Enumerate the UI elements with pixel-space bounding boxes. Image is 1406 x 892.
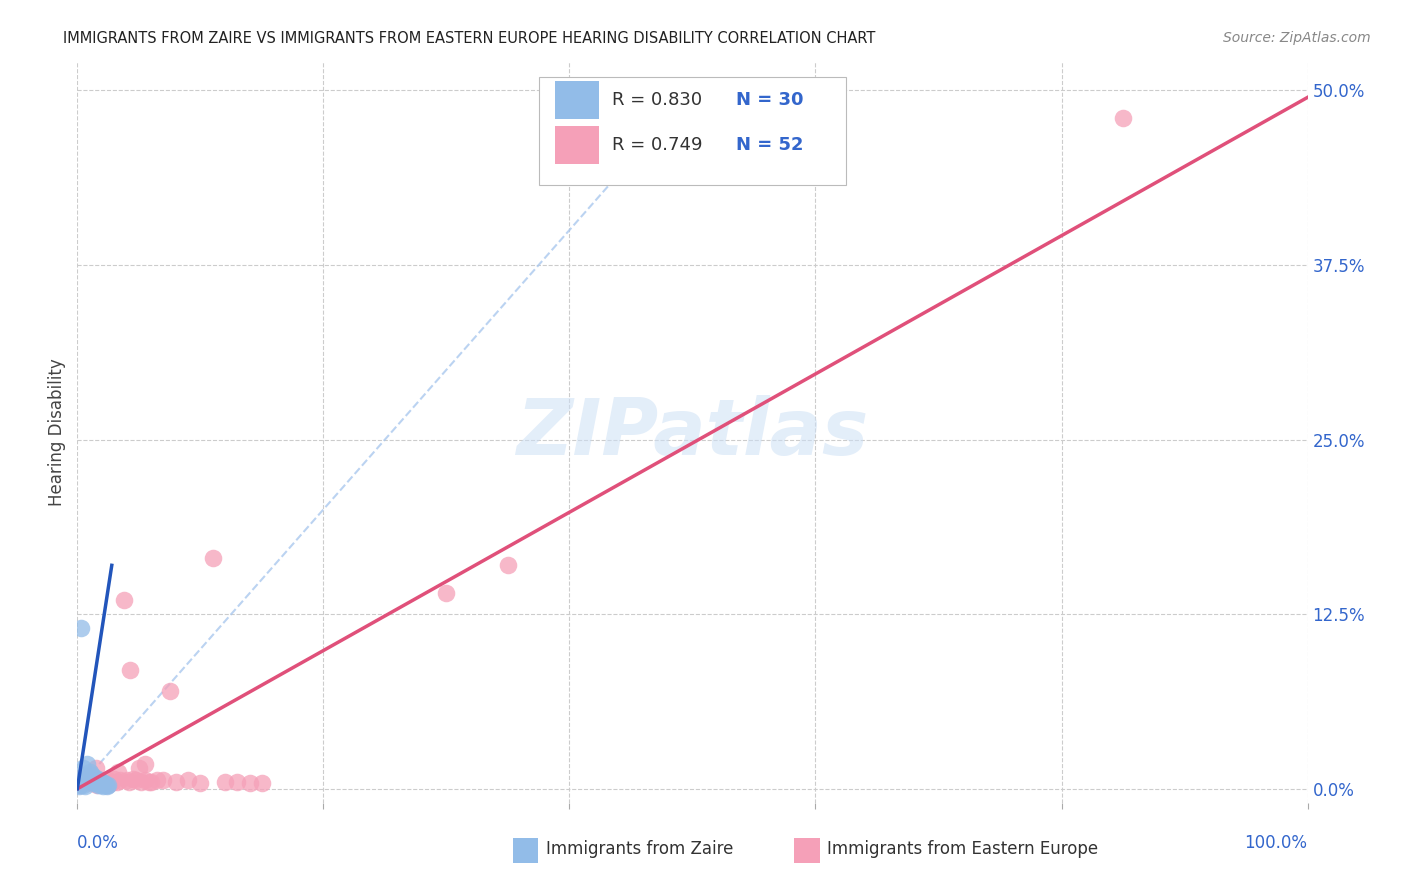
Point xyxy=(76,756,98,771)
Point xyxy=(141,775,163,789)
Point xyxy=(91,779,114,793)
Point xyxy=(90,778,112,792)
Point xyxy=(70,621,93,635)
Point xyxy=(110,773,132,788)
Point xyxy=(101,775,124,789)
Text: 100.0%: 100.0% xyxy=(1244,834,1308,852)
Point xyxy=(70,776,93,790)
Point xyxy=(73,775,96,789)
Point xyxy=(72,772,94,786)
Point xyxy=(165,775,187,789)
Point xyxy=(129,775,153,789)
Text: Immigrants from Eastern Europe: Immigrants from Eastern Europe xyxy=(827,840,1098,858)
Point xyxy=(84,771,107,785)
Point xyxy=(80,773,103,788)
Point xyxy=(134,756,156,771)
Text: R = 0.830: R = 0.830 xyxy=(613,91,703,109)
Point xyxy=(89,773,111,788)
Text: ZIPatlas: ZIPatlas xyxy=(516,394,869,471)
Text: Source: ZipAtlas.com: Source: ZipAtlas.com xyxy=(1223,31,1371,45)
Point xyxy=(69,778,91,792)
Point xyxy=(121,772,143,786)
FancyBboxPatch shape xyxy=(555,126,599,164)
Point xyxy=(96,779,118,793)
Point xyxy=(134,773,156,788)
Point xyxy=(118,775,141,789)
Point xyxy=(70,771,93,785)
Point xyxy=(75,779,97,793)
Point xyxy=(177,773,200,788)
FancyBboxPatch shape xyxy=(538,78,846,185)
Text: IMMIGRANTS FROM ZAIRE VS IMMIGRANTS FROM EASTERN EUROPE HEARING DISABILITY CORRE: IMMIGRANTS FROM ZAIRE VS IMMIGRANTS FROM… xyxy=(63,31,876,46)
Point xyxy=(112,593,135,607)
Point xyxy=(73,775,96,789)
Point xyxy=(94,778,117,792)
Point xyxy=(70,775,93,789)
Point xyxy=(188,776,212,790)
Point xyxy=(89,776,111,790)
Point xyxy=(77,772,100,786)
Point xyxy=(77,775,100,789)
Point xyxy=(97,778,120,792)
Point xyxy=(496,558,519,573)
Point xyxy=(79,765,101,780)
Point xyxy=(80,776,103,790)
Point xyxy=(152,773,174,788)
Point xyxy=(75,771,97,785)
Point xyxy=(70,776,93,790)
Point xyxy=(83,776,105,790)
Point xyxy=(100,776,122,790)
Point xyxy=(226,775,249,789)
Point xyxy=(84,761,107,775)
Text: R = 0.749: R = 0.749 xyxy=(613,136,703,154)
Point xyxy=(87,778,110,792)
Point xyxy=(76,773,98,788)
Point xyxy=(138,775,160,789)
Point xyxy=(69,778,91,792)
Point xyxy=(120,663,142,677)
Point xyxy=(107,765,129,780)
Point xyxy=(105,775,128,789)
FancyBboxPatch shape xyxy=(555,81,599,120)
Point xyxy=(90,775,114,789)
Point xyxy=(93,776,115,790)
Point xyxy=(1112,112,1135,126)
Point xyxy=(93,776,115,790)
Point xyxy=(83,776,105,790)
Point xyxy=(72,778,94,792)
Point xyxy=(436,586,458,600)
Point xyxy=(82,775,104,789)
Text: Immigrants from Zaire: Immigrants from Zaire xyxy=(546,840,733,858)
Point xyxy=(73,768,96,782)
Point xyxy=(82,768,104,782)
Text: N = 52: N = 52 xyxy=(735,136,803,154)
Point xyxy=(239,776,262,790)
Point xyxy=(90,775,112,789)
Point xyxy=(86,778,108,792)
Text: 0.0%: 0.0% xyxy=(77,834,120,852)
Point xyxy=(79,773,101,788)
Point xyxy=(159,684,181,698)
Point xyxy=(250,776,273,790)
Point xyxy=(90,775,114,789)
Point xyxy=(201,551,224,566)
Point xyxy=(67,779,90,793)
Text: N = 30: N = 30 xyxy=(735,91,803,109)
Point xyxy=(96,778,118,792)
Point xyxy=(146,773,169,788)
Point xyxy=(82,775,104,789)
Point xyxy=(72,761,94,775)
Point xyxy=(103,772,125,786)
Point xyxy=(128,761,150,775)
Point xyxy=(86,776,108,790)
Point xyxy=(125,773,148,788)
Point xyxy=(76,769,98,783)
Point xyxy=(115,773,138,788)
Point xyxy=(214,775,236,789)
Point xyxy=(91,776,114,790)
Y-axis label: Hearing Disability: Hearing Disability xyxy=(48,359,66,507)
Point xyxy=(97,773,120,788)
